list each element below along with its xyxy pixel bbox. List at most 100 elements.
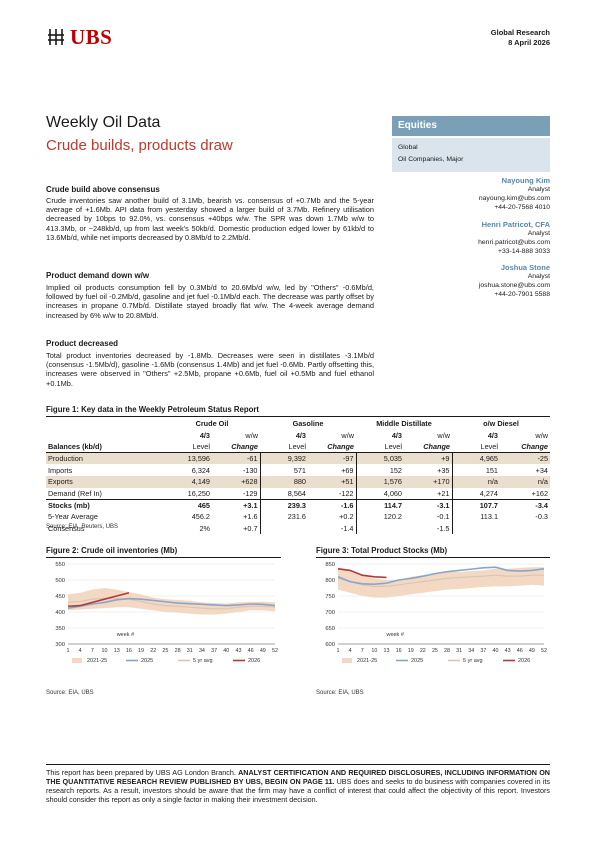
- y-tick-label: 350: [55, 626, 65, 632]
- series-5yr-avg: [337, 574, 544, 587]
- col-level: Level: [288, 442, 306, 452]
- table-row: 5-Year Average 456.2 +1.6 231.6 +0.2 120.2 -0.…: [46, 510, 550, 523]
- table-cell: [500, 522, 550, 534]
- table-cell: 231.6: [287, 512, 306, 522]
- legend-label: 5 yr avg: [193, 658, 213, 664]
- division: Global Research: [490, 28, 550, 37]
- figure-title: Figure 2: Crude oil inventories (Mb): [46, 546, 178, 555]
- figure-source: Source: EIA, UBS: [46, 690, 94, 696]
- table-cell: 6,324: [191, 465, 210, 475]
- x-tick-label: 1: [67, 648, 70, 654]
- crude-inventories-chart: 300 350 400 450 500 550 1 4 7 10 13 16 19 22 25 28 31 34 3…: [55, 562, 278, 664]
- table-cell: 4,060: [383, 488, 402, 498]
- series-2021-25-band: [338, 567, 544, 598]
- section-text: Total product inventories decreased by -…: [46, 351, 374, 388]
- table-cell: 5,035: [356, 452, 404, 465]
- table-cell: +51: [308, 475, 357, 488]
- table-cell: 1,576: [356, 475, 404, 488]
- x-tick-label: 13: [383, 648, 389, 654]
- analyst-email[interactable]: henri.patricot@ubs.com: [478, 239, 550, 246]
- table-cell: -129: [212, 487, 261, 500]
- col-level: Level: [480, 442, 498, 452]
- table-cell: 16,250: [187, 488, 210, 498]
- x-tick-label: 13: [114, 648, 120, 654]
- figure-source: Source: EIA, UBS: [316, 690, 364, 696]
- x-tick-label: 7: [91, 648, 94, 654]
- legend-label: 2025: [411, 658, 423, 664]
- y-tick-label: 500: [55, 578, 65, 584]
- analyst-role: Analyst: [527, 273, 550, 280]
- disclaimer: This report has been prepared by UBS AG …: [46, 768, 550, 804]
- legend-label: 5 yr avg: [463, 658, 483, 664]
- analyst-card: Henri Patricot, CFA Analyst henri.patric…: [478, 220, 550, 256]
- legend-swatch: [72, 658, 82, 663]
- series-5yr-avg: [67, 597, 276, 610]
- analyst-name: Joshua Stone: [500, 263, 550, 272]
- divider: [46, 764, 550, 765]
- table-cell: n/a: [452, 475, 500, 488]
- analyst-card: Nayoung Kim Analyst nayoung.kim@ubs.com …: [479, 176, 550, 212]
- figure-title: Figure 3: Total Product Stocks (Mb): [316, 546, 448, 555]
- table-row: Production 13,596 -61 9,392 -97 5,035 +9 4,965-…: [46, 452, 550, 465]
- x-tick-label: 31: [187, 648, 193, 654]
- col-level: Level: [384, 442, 402, 452]
- table-cell: -1.4: [308, 522, 357, 534]
- x-tick-label: 16: [396, 648, 402, 654]
- table-cell: +0.2: [308, 510, 357, 523]
- table-cell: 13,596: [164, 452, 212, 465]
- table-cell: +9: [404, 452, 453, 465]
- group-header: Gasoline: [292, 419, 324, 429]
- col-date: 4/3: [199, 430, 210, 440]
- ubs-logo: UBS: [46, 25, 126, 49]
- table-row: Exports 4,149 +628 880 +51 1,576 +170 n/a n/a: [46, 475, 550, 488]
- analyst-email[interactable]: joshua.stone@ubs.com: [478, 282, 550, 289]
- table-cell: 114.7: [384, 500, 402, 510]
- table-cell: +69: [308, 464, 357, 476]
- series-2026: [337, 568, 387, 579]
- table-cell: +0.7: [212, 522, 261, 534]
- table-cell: 4,965: [452, 452, 500, 465]
- group-header: Crude Oil: [195, 419, 229, 429]
- table-cell: +3.1: [212, 499, 261, 511]
- col-date: 4/3: [295, 430, 306, 440]
- x-tick-label: 10: [102, 648, 108, 654]
- x-tick-label: 19: [138, 648, 144, 654]
- analyst-phone: +44-20-7568 4010: [494, 204, 550, 211]
- x-tick-label: 34: [468, 648, 474, 654]
- table-cell: +35: [404, 464, 453, 476]
- report-title: Weekly Oil Data: [46, 114, 161, 131]
- report-subtitle: Crude builds, products draw: [46, 137, 233, 154]
- table-cell: 152: [389, 465, 402, 475]
- balances-label: Balances (kb/d): [48, 442, 102, 452]
- legend-label: 2026: [248, 658, 260, 664]
- report-date: 8 April 2026: [508, 38, 550, 47]
- table-cell: 2%: [199, 523, 210, 533]
- coverage-box: Global Oil Companies, Major: [392, 138, 550, 172]
- y-tick-label: 800: [325, 578, 335, 584]
- x-tick-label: 19: [408, 648, 414, 654]
- analyst-phone: +33-14-888 3033: [498, 248, 550, 255]
- col-date: 4/3: [391, 430, 402, 440]
- table-cell: -97: [308, 452, 357, 465]
- x-tick-label: 22: [420, 648, 426, 654]
- region: Global: [398, 144, 418, 151]
- table-cell: 120.2: [383, 512, 402, 522]
- divider: [46, 557, 281, 558]
- group-header: o/w Diesel: [483, 419, 519, 429]
- table-cell: +162: [531, 488, 548, 498]
- y-tick-label: 700: [325, 610, 335, 616]
- analyst-name: Nayoung Kim: [501, 176, 550, 185]
- x-tick-label: 37: [211, 648, 217, 654]
- table-cell: -3.1: [404, 499, 453, 511]
- table-cell: -130: [212, 464, 261, 476]
- x-tick-label: 4: [349, 648, 352, 654]
- x-tick-label: 25: [432, 648, 438, 654]
- x-tick-label: 43: [235, 648, 241, 654]
- section-heading: Crude build above consensus: [46, 185, 160, 194]
- table-cell: +21: [404, 487, 453, 500]
- table-cell: 456.2: [191, 512, 210, 522]
- x-tick-label: 4: [79, 648, 82, 654]
- table-cell: [452, 522, 500, 534]
- analyst-email[interactable]: nayoung.kim@ubs.com: [478, 195, 550, 202]
- table-cell: -122: [308, 487, 357, 500]
